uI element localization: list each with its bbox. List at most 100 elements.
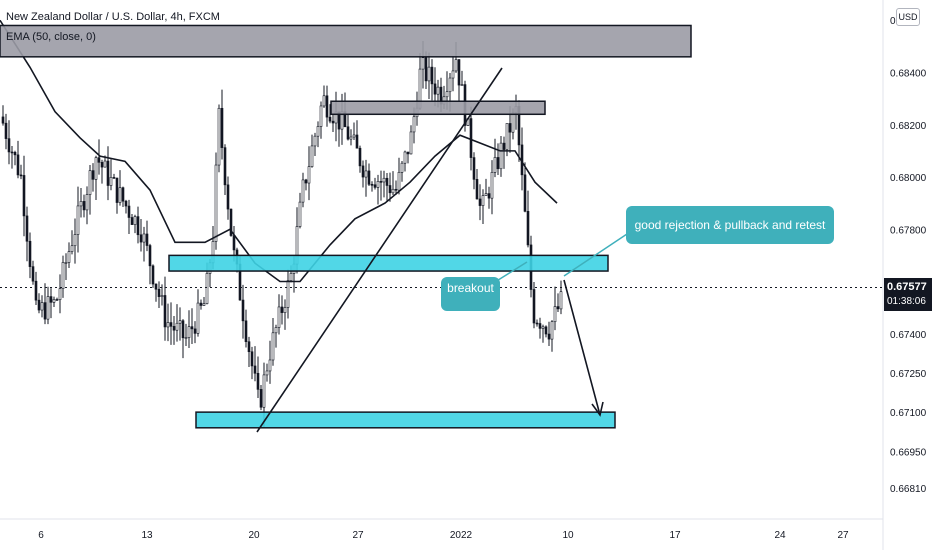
candle-body [103, 160, 107, 168]
projection-arrow[interactable] [563, 279, 601, 416]
candle-body [307, 166, 311, 184]
candle-body [22, 175, 26, 217]
candle-body [325, 95, 329, 118]
candle-body [142, 233, 146, 243]
retest-callout[interactable]: good rejection & pullback and retest [626, 206, 834, 244]
candle-body [25, 215, 29, 242]
candle-body [472, 157, 476, 180]
retest-zone[interactable] [168, 254, 609, 272]
candle-body [550, 321, 554, 340]
target-zone[interactable] [195, 411, 616, 429]
candle-body [166, 322, 170, 328]
candle-body [430, 66, 434, 85]
candle-body [112, 177, 116, 179]
time-tick-label: 2022 [450, 530, 473, 541]
time-tick-label: 27 [352, 530, 364, 541]
candle-body [421, 57, 425, 70]
time-tick-label: 13 [141, 530, 153, 541]
candle-body [331, 120, 335, 124]
candle-body [118, 187, 122, 203]
candle-body [241, 299, 245, 322]
candle-body [58, 288, 62, 300]
candle-body [523, 174, 527, 212]
candle-body [85, 194, 89, 211]
candle-body [97, 157, 101, 163]
candle-body [127, 205, 131, 218]
candle-body [259, 389, 263, 408]
candle-body [346, 126, 350, 140]
candle-body [322, 95, 326, 107]
candle-body [172, 326, 176, 331]
candle-body [223, 147, 227, 186]
candle-body [511, 112, 515, 133]
candle-body [139, 234, 143, 243]
candle-body [175, 322, 179, 331]
candle-body [433, 83, 437, 95]
candle-body [376, 181, 380, 188]
candle-body [424, 57, 428, 82]
currency-badge[interactable]: USD [896, 8, 920, 26]
candle-body [499, 142, 503, 170]
candle-body [289, 273, 293, 281]
candle-body [361, 165, 365, 178]
candle-body [547, 333, 551, 340]
candle-body [226, 184, 230, 210]
candle-body [178, 320, 182, 324]
price-tick-label: 0.67800 [890, 225, 927, 236]
candle-body [412, 116, 416, 133]
candle-body [469, 118, 473, 158]
candle-body [250, 351, 254, 367]
candle-body [82, 201, 86, 211]
resistance-zone[interactable] [0, 24, 692, 58]
time-tick-label: 27 [837, 530, 849, 541]
candle-body [526, 211, 530, 246]
candle-body [244, 320, 248, 343]
price-tick-label: 0.66950 [890, 447, 927, 458]
candle-body [352, 134, 356, 138]
bar-countdown: 01:38:06 [887, 296, 926, 307]
candle-body [40, 302, 44, 311]
candle-body [148, 245, 152, 267]
candle-body [478, 198, 482, 206]
candle-body [454, 59, 458, 72]
projection-arrowhead [591, 401, 604, 417]
candle-body [217, 107, 221, 166]
breakout-callout[interactable]: breakout [441, 277, 500, 311]
price-tick-label: 0.68400 [890, 69, 927, 80]
candle-body [193, 328, 197, 334]
candle-body [316, 126, 320, 137]
candle-body [544, 326, 548, 335]
candle-body [280, 306, 284, 313]
candle-body [457, 59, 461, 86]
candle-body [394, 188, 398, 191]
candle-body [196, 302, 200, 334]
candle-body [187, 326, 191, 338]
candle-body [247, 341, 251, 353]
candle-body [79, 201, 83, 207]
candle-body [262, 374, 266, 408]
candle-body [70, 245, 74, 252]
ema-legend[interactable]: EMA (50, close, 0) [6, 31, 96, 43]
candle-body [427, 66, 431, 82]
candle-body [304, 179, 308, 184]
candle-body [202, 303, 206, 306]
candle-body [205, 273, 209, 304]
candle-body [505, 123, 509, 150]
candle-body [67, 251, 71, 263]
time-tick-label: 6 [38, 530, 44, 541]
candle-body [268, 359, 272, 372]
candle-body [43, 302, 47, 320]
ema-line[interactable] [0, 19, 558, 283]
candle-body [31, 266, 35, 282]
candle-body [76, 205, 80, 235]
candle-body [157, 288, 161, 297]
candle-body [256, 372, 260, 390]
candle-body [559, 291, 563, 310]
candle-body [496, 157, 500, 170]
candle-body [145, 233, 149, 246]
upper-rejection-zone[interactable] [330, 100, 546, 116]
candle-body [493, 157, 497, 173]
uptrend-line[interactable] [256, 67, 503, 433]
